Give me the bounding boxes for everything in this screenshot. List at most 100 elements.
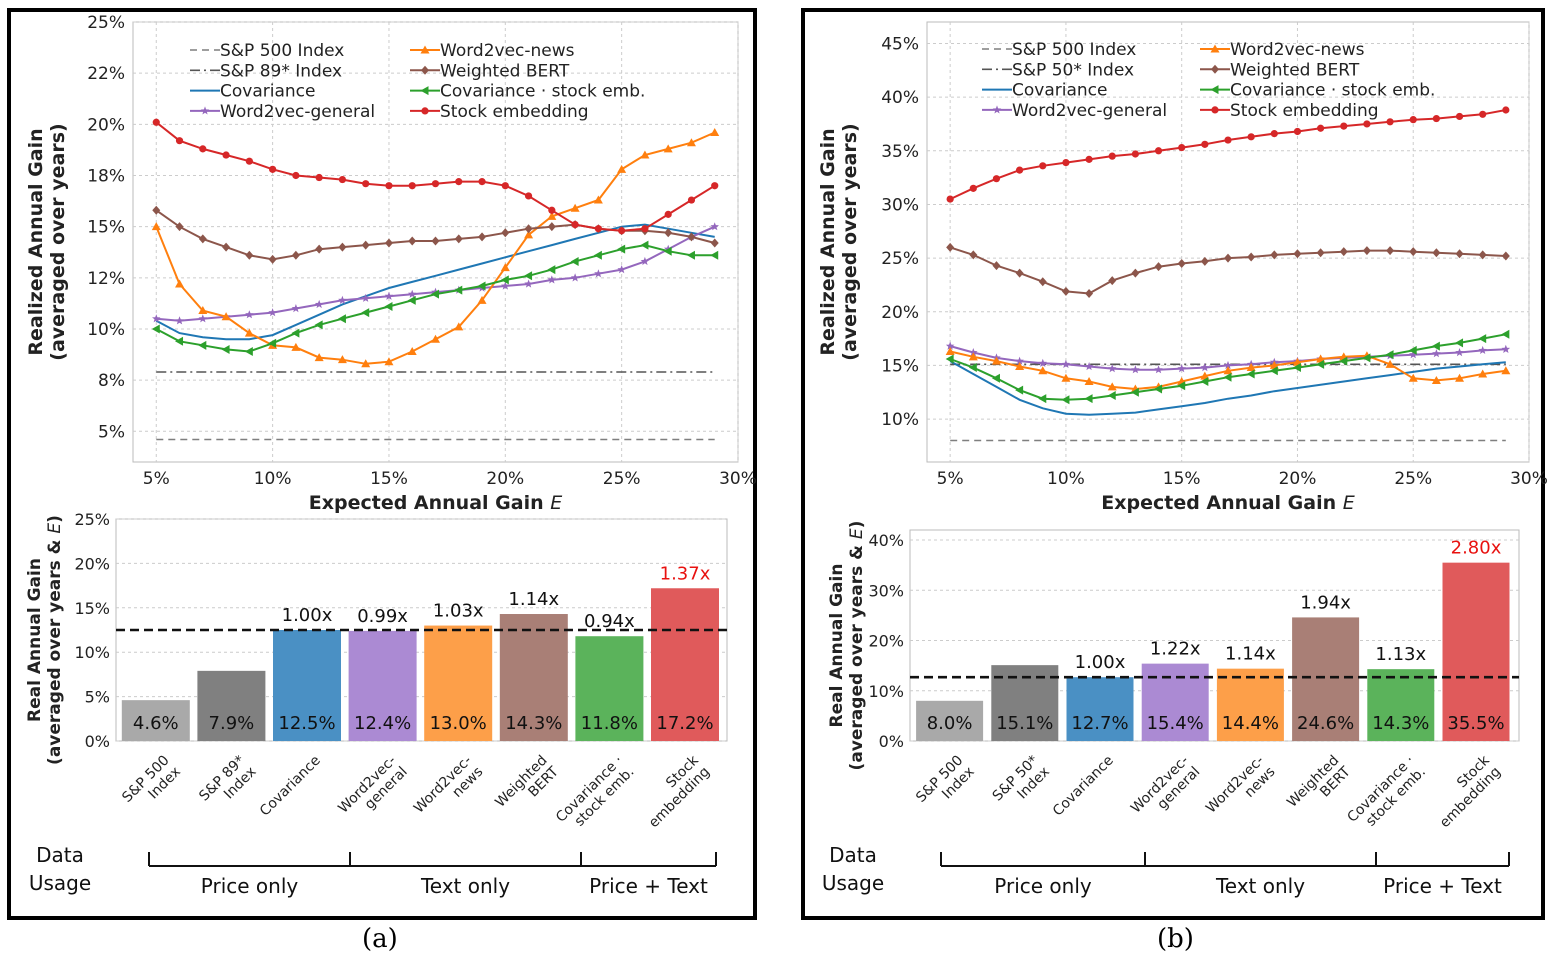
data-point <box>617 265 626 274</box>
bar-ratio-label: 0.94x <box>584 611 635 632</box>
legend-marker <box>421 107 429 115</box>
data-point <box>269 165 277 173</box>
data-point <box>1223 360 1233 370</box>
data-point <box>454 285 463 295</box>
bar-value-label: 13.0% <box>430 713 487 734</box>
data-point <box>1154 384 1163 394</box>
data-point <box>1316 354 1326 363</box>
data-point <box>1038 366 1048 375</box>
legend-label: Stock embedding <box>440 102 589 122</box>
data-point <box>686 138 696 147</box>
legend-label: Word2vec-general <box>1012 101 1167 121</box>
y-tick-label: 10% <box>87 320 125 340</box>
y-tick-label: 5% <box>85 688 110 707</box>
x-tick-label: 20% <box>486 469 524 489</box>
bar-y-axis-label-line1: Real Annual Gain <box>827 564 847 728</box>
legend-label: S&P 50* Index <box>1012 60 1134 80</box>
data-point <box>1247 252 1256 262</box>
bar-ratio-label: 0.99x <box>357 606 408 627</box>
data-point <box>968 363 977 373</box>
bar-category-label: Stockembedding <box>1426 752 1505 831</box>
usage-group-label: Price + Text <box>589 874 708 898</box>
data-point <box>1317 124 1325 132</box>
legend-label: Word2vec-news <box>1230 40 1365 60</box>
data-point <box>547 211 557 220</box>
bar <box>1442 562 1510 741</box>
data-point <box>1223 366 1233 375</box>
data-point <box>1154 147 1163 155</box>
data-point <box>1385 359 1395 368</box>
data-point <box>1316 248 1325 258</box>
bar-value-label: 15.4% <box>1147 713 1204 734</box>
data-point <box>1130 387 1139 397</box>
data-point <box>1293 249 1302 259</box>
bar <box>424 625 493 741</box>
data-point <box>1131 268 1140 278</box>
data-point <box>1177 381 1186 391</box>
bar-category-label: Word2vec-news <box>411 753 486 828</box>
bar <box>1066 677 1134 741</box>
data-point <box>1108 152 1116 160</box>
y-tick-label: 40% <box>881 88 919 108</box>
data-point <box>1386 246 1395 256</box>
data-point <box>1292 357 1302 366</box>
data-point <box>1177 364 1186 373</box>
data-point <box>1431 375 1441 384</box>
data-point <box>500 263 510 272</box>
bar <box>916 700 984 741</box>
y-tick-label: 8% <box>98 371 125 391</box>
data-point <box>338 295 347 304</box>
data-point <box>244 346 253 356</box>
bar-value-label: 8.0% <box>927 713 973 734</box>
data-point <box>1432 248 1441 258</box>
data-point <box>1409 116 1417 124</box>
data-point <box>245 250 254 260</box>
bar-y-axis-label-line1: Real Annual Gain <box>25 558 45 722</box>
data-point <box>338 242 347 252</box>
data-point <box>946 242 955 252</box>
y-axis-label-line1: Realized Annual Gain <box>817 128 839 355</box>
bar <box>121 700 190 741</box>
data-point <box>594 225 602 233</box>
bar-value-label: 12.4% <box>354 713 411 734</box>
data-point <box>1455 338 1464 348</box>
data-point <box>594 269 603 278</box>
data-point <box>175 336 184 346</box>
data-point <box>1084 377 1094 386</box>
legend-marker <box>992 105 1002 114</box>
data-point <box>1431 341 1440 351</box>
data-point <box>1246 369 1255 379</box>
data-point <box>222 242 231 252</box>
data-point <box>454 234 463 244</box>
bar-value-label: 12.5% <box>278 713 335 734</box>
legend-label: Word2vec-general <box>220 102 375 122</box>
data-point <box>571 221 579 229</box>
data-point <box>431 236 440 246</box>
data-point <box>1015 361 1025 370</box>
data-point <box>945 341 955 350</box>
bar-y-axis-label-line2: (averaged over years & E) <box>847 521 867 771</box>
data-point <box>361 359 371 368</box>
data-point <box>1061 373 1071 382</box>
data-point <box>384 357 394 366</box>
bar <box>575 636 644 741</box>
data-point <box>1339 247 1348 257</box>
data-point <box>1409 350 1418 359</box>
bar-category-label: Word2vec-news <box>1203 753 1278 828</box>
data-point <box>477 295 487 304</box>
data-point <box>1270 250 1279 260</box>
y-tick-label: 0% <box>85 732 110 751</box>
data-point <box>1224 136 1232 144</box>
bar <box>1367 669 1435 741</box>
legend-label: Weighted BERT <box>1230 60 1360 80</box>
legend-marker <box>200 106 210 115</box>
x-axis-label: Expected Annual Gain E <box>1101 492 1355 514</box>
data-point <box>524 230 534 239</box>
bar-ratio-label: 1.94x <box>1300 592 1351 613</box>
data-point <box>1339 356 1348 366</box>
bar <box>651 588 719 741</box>
data-point <box>337 314 346 324</box>
data-point <box>152 205 161 215</box>
data-point <box>408 182 416 190</box>
